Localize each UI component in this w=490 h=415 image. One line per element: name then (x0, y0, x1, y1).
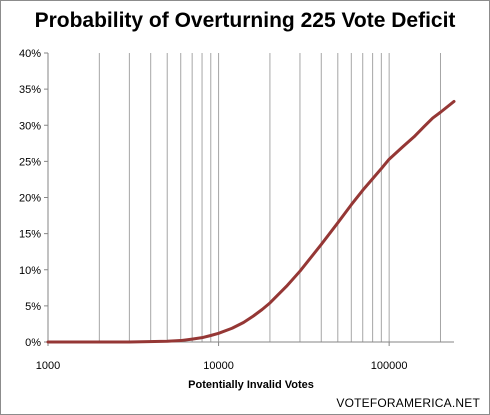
x-tick-label: 10000 (203, 360, 234, 372)
series-line (46, 99, 456, 344)
y-tick-label: 5% (25, 301, 41, 313)
x-tick-label: 100000 (371, 360, 408, 372)
y-tick-label: 10% (19, 265, 41, 277)
x-axis-label: Potentially Invalid Votes (188, 379, 314, 391)
chart-title: Probability of Overturning 225 Vote Defi… (34, 9, 456, 32)
y-tick-label: 35% (19, 84, 41, 96)
y-tick-label: 20% (19, 193, 41, 205)
y-tick-label: 30% (19, 120, 41, 132)
x-tick-label: 1000 (36, 360, 60, 372)
y-tick-label: 40% (19, 48, 41, 60)
watermark-text: VOTEFORAMERICA.NET (336, 396, 480, 410)
y-tick-label: 0% (25, 337, 41, 349)
y-tick-label: 15% (19, 229, 41, 241)
y-tick-label: 25% (19, 156, 41, 168)
